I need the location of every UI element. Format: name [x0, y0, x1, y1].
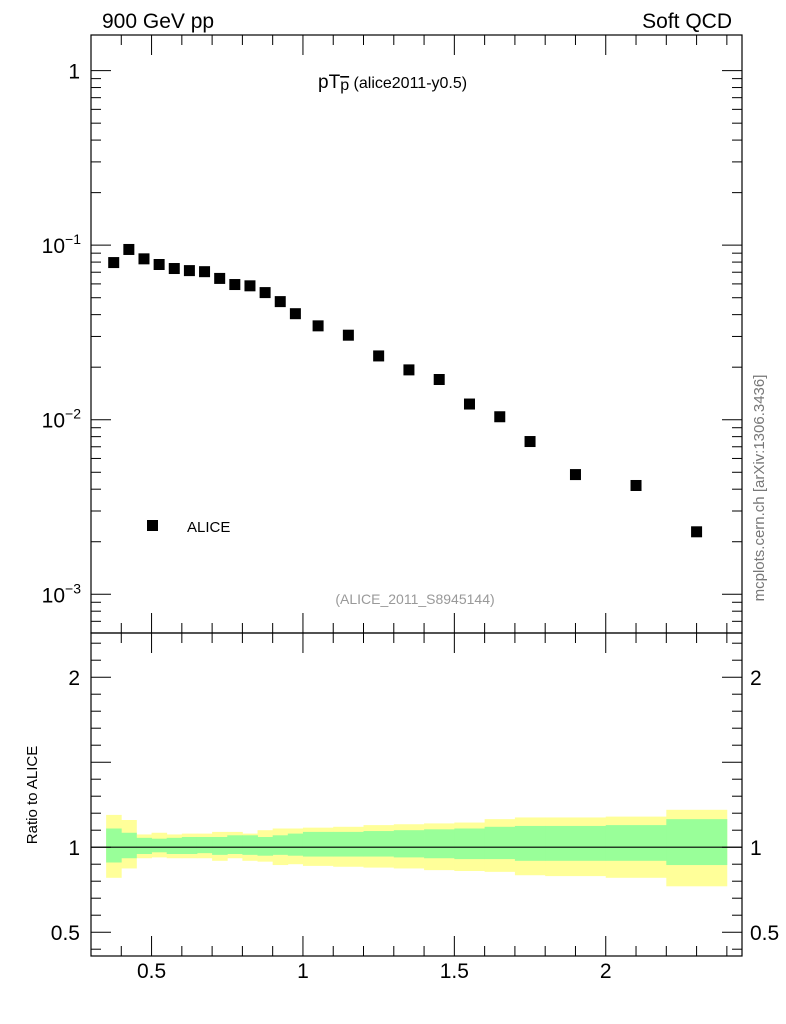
ratio-plot-frame: [90, 632, 743, 957]
ratio-y-tick-label-right: 0.5: [750, 922, 779, 945]
y-tick-label: 10−1: [42, 231, 82, 258]
ratio-band-stat-bin: [166, 837, 183, 854]
ratio-band-stat-bin: [393, 830, 425, 858]
y-tick-label: 1: [68, 61, 80, 84]
ratio-band-stat-bin: [272, 835, 289, 855]
data-point: [183, 265, 195, 277]
ratio-y-axis-label: Ratio to ALICE: [24, 746, 41, 844]
ratio-y-tick-label-right: 2: [750, 667, 762, 690]
ratio-band-stat-bin: [212, 837, 228, 855]
data-point: [123, 243, 135, 255]
data-point: [463, 398, 475, 410]
ratio-axis-ticks: 2 2 1 1 0.5 0.5: [51, 642, 779, 950]
data-point: [403, 364, 415, 376]
ratio-band-stat-bin: [514, 825, 546, 861]
data-point: [244, 280, 256, 292]
data-point: [289, 308, 301, 320]
ratio-band-stat-bin: [666, 819, 728, 866]
data-point: [138, 253, 150, 265]
watermark-label: mcplots.cern.ch [arXiv:1306.3436]: [751, 375, 768, 602]
ratio-y-tick-label-left: 0.5: [51, 922, 80, 945]
title-main: pT: [318, 72, 341, 93]
data-point: [153, 259, 165, 271]
legend-marker: [147, 520, 158, 531]
analysis-tag: (ALICE_2011_S8945144): [335, 591, 494, 607]
data-point: [524, 436, 536, 448]
data-point: [569, 469, 581, 481]
data-point: [373, 350, 385, 362]
ratio-band-stat-bin: [257, 837, 274, 856]
main-axis-ticks: 1 10−1 10−2 10−3: [42, 61, 742, 634]
data-point: [433, 374, 445, 386]
main-plot-frame: [90, 34, 743, 634]
ratio-band-stat-bin: [363, 831, 395, 857]
y-tick-label: 10−3: [42, 580, 82, 607]
data-point: [214, 272, 226, 284]
ratio-bands: [91, 809, 742, 887]
ratio-band-stat-bin: [484, 826, 516, 860]
data-point: [342, 329, 354, 341]
data-point: [168, 263, 180, 275]
data-point: [108, 257, 120, 269]
ratio-band-stat-bin: [227, 835, 243, 854]
plot-title: pTp (alice2011-y0.5): [318, 72, 467, 94]
legend-label: ALICE: [187, 519, 230, 536]
x-tick-label: 1.5: [440, 960, 469, 983]
ratio-y-tick-label-right: 1: [750, 837, 762, 860]
ratio-y-tick-label-left: 2: [68, 667, 80, 690]
y-tick-label: 10−2: [42, 406, 82, 433]
ratio-band-stat-bin: [545, 825, 607, 861]
title-particle: p: [340, 77, 349, 94]
header-collision-label: 900 GeV pp: [102, 10, 214, 33]
ratio-band-stat-bin: [287, 833, 304, 856]
data-point: [312, 320, 324, 332]
ratio-band-stat-bin: [151, 838, 168, 853]
ratio-band-stat-bin: [454, 828, 486, 860]
data-point: [494, 411, 506, 423]
x-tick-label: 0.5: [137, 960, 166, 983]
ratio-band-stat-bin: [196, 837, 213, 854]
data-point: [691, 526, 703, 538]
data-point: [199, 266, 211, 278]
ratio-band-stat-bin: [136, 837, 152, 854]
x-axis-ticks: 0.5 1 1.5 2: [90, 35, 728, 983]
data-point: [630, 479, 642, 491]
header-process-label: Soft QCD: [642, 10, 732, 33]
x-tick-label: 2: [600, 960, 612, 983]
ratio-band-stat-bin: [605, 825, 667, 861]
ratio-band-stat-bin: [106, 828, 122, 863]
ratio-band-stat-bin: [242, 835, 258, 855]
data-point: [229, 279, 241, 291]
ratio-band-stat-bin: [181, 837, 198, 854]
ratio-band-stat-bin: [333, 831, 364, 857]
data-point: [274, 296, 286, 308]
ratio-band-stat-bin: [424, 829, 455, 859]
ratio-band-stat-bin: [302, 831, 334, 857]
ratio-band-stat-bin: [121, 832, 137, 859]
data-point: [259, 287, 271, 299]
x-tick-label: 1: [297, 960, 309, 983]
ratio-y-tick-label-left: 1: [68, 837, 80, 860]
data-points: [108, 243, 703, 538]
title-tag: (alice2011-y0.5): [354, 75, 468, 92]
